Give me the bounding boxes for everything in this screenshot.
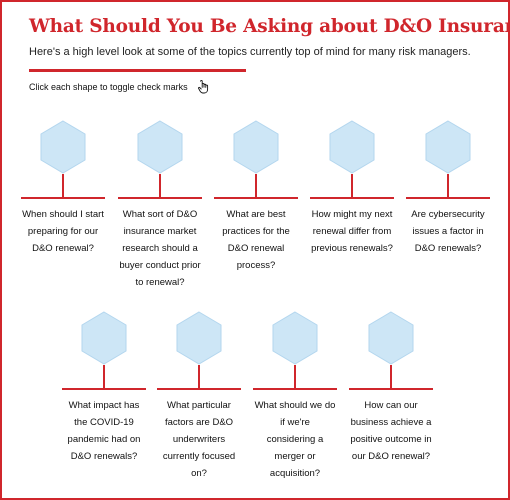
topic-question: When should I start preparing for our D&…	[22, 209, 104, 254]
topic-question: What are best practices for the D&O rene…	[222, 209, 290, 271]
hexagon-shape-positive-outcome[interactable]	[368, 311, 414, 365]
connector-stem	[198, 365, 200, 388]
topic-question: How can our business achieve a positive …	[350, 400, 432, 462]
title-underline	[29, 69, 246, 72]
hexagon-shape-start-preparing[interactable]	[40, 120, 86, 174]
connector-stem	[294, 365, 296, 388]
connector-base-line	[349, 388, 433, 390]
topic-question: What impact has the COVID-19 pandemic ha…	[67, 400, 141, 462]
page-title: What Should You Be Asking about D&O Insu…	[29, 16, 510, 37]
connector-stem	[447, 174, 449, 197]
connector-base-line	[21, 197, 105, 199]
connector-stem	[103, 365, 105, 388]
connector-base-line	[406, 197, 490, 199]
connector-stem	[159, 174, 161, 197]
connector-base-line	[214, 197, 298, 199]
hexagon-shape-covid-impact[interactable]	[81, 311, 127, 365]
hexagon-shape-underwriter-focus[interactable]	[176, 311, 222, 365]
topic-question: How might my next renewal differ from pr…	[311, 209, 393, 254]
connector-base-line	[253, 388, 337, 390]
connector-base-line	[310, 197, 394, 199]
pointer-hand-icon	[198, 80, 209, 94]
hexagon-shape-market-research[interactable]	[137, 120, 183, 174]
hexagon-shape-renewal-differ[interactable]	[329, 120, 375, 174]
hexagon-shape-merger[interactable]	[272, 311, 318, 365]
connector-base-line	[62, 388, 146, 390]
connector-stem	[255, 174, 257, 197]
connector-stem	[390, 365, 392, 388]
connector-base-line	[157, 388, 241, 390]
hexagon-shape-cybersecurity[interactable]	[425, 120, 471, 174]
hexagon-shape-best-practices[interactable]	[233, 120, 279, 174]
instruction-text: Click each shape to toggle check marks	[29, 82, 188, 92]
topic-question: Are cybersecurity issues a factor in D&O…	[411, 209, 485, 254]
connector-stem	[351, 174, 353, 197]
topic-question: What sort of D&O insurance market resear…	[119, 209, 201, 288]
connector-stem	[62, 174, 64, 197]
connector-base-line	[118, 197, 202, 199]
topic-question: What particular factors are D&O underwri…	[162, 400, 236, 479]
page-subtitle: Here's a high level look at some of the …	[29, 46, 471, 58]
topic-question: What should we do if we're considering a…	[254, 400, 336, 479]
